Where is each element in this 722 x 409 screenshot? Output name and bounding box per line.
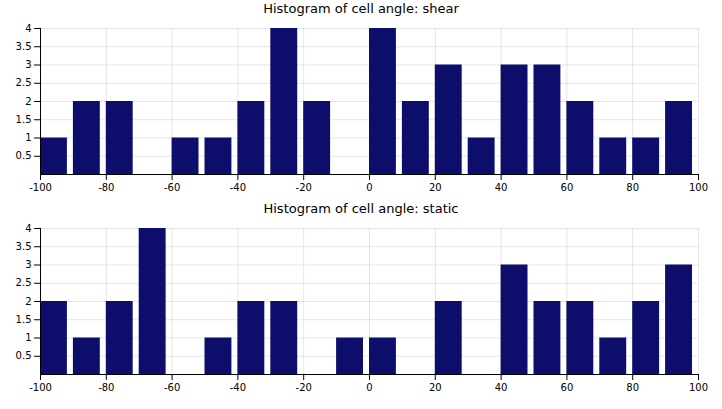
svg-text:-60: -60 [164,182,180,193]
svg-text:40: 40 [495,382,508,393]
svg-text:60: 60 [561,182,574,193]
svg-text:2.5: 2.5 [16,77,32,88]
svg-text:3.5: 3.5 [16,41,32,52]
svg-text:0.5: 0.5 [16,150,32,161]
svg-text:2: 2 [25,96,31,107]
svg-text:80: 80 [626,182,639,193]
svg-text:1: 1 [25,132,31,143]
html-text:Histogram of cell angle: stati: Histogram of cell angle: static [263,201,459,216]
svg-text:-60: -60 [164,382,180,393]
svg-text:100: 100 [689,382,708,393]
svg-text:1.5: 1.5 [16,314,32,325]
svg-text:60: 60 [561,382,574,393]
svg-text:2: 2 [25,296,31,307]
svg-text:100: 100 [689,182,708,193]
svg-text:3: 3 [25,259,31,270]
svg-text:1.5: 1.5 [16,114,32,125]
svg-text:-100: -100 [29,382,52,393]
svg-text:80: 80 [626,382,639,393]
svg-text:0: 0 [366,382,372,393]
html-text:Histogram of cell angle: shear: Histogram of cell angle: shear [263,1,459,16]
svg-text:-80: -80 [98,382,114,393]
svg-text:3.5: 3.5 [16,241,32,252]
svg-text:-20: -20 [296,182,312,193]
svg-text:4: 4 [25,23,31,34]
svg-text:-100: -100 [29,182,52,193]
svg-text:-40: -40 [230,182,246,193]
svg-text:20: 20 [429,182,442,193]
svg-text:3: 3 [25,59,31,70]
svg-text:20: 20 [429,382,442,393]
svg-text:-20: -20 [296,382,312,393]
svg-text:0: 0 [366,182,372,193]
svg-text:-80: -80 [98,182,114,193]
svg-text:0.5: 0.5 [16,350,32,361]
svg-text:1: 1 [25,332,31,343]
svg-text:2.5: 2.5 [16,277,32,288]
svg-text:4: 4 [25,223,31,234]
svg-text:-40: -40 [230,382,246,393]
svg-text:40: 40 [495,182,508,193]
